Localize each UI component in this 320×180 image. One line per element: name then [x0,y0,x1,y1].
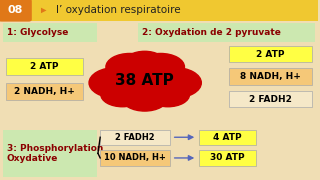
FancyBboxPatch shape [229,46,312,62]
Text: 30 ATP: 30 ATP [210,153,245,162]
FancyBboxPatch shape [6,58,83,75]
FancyBboxPatch shape [3,23,97,42]
FancyBboxPatch shape [0,0,32,22]
FancyBboxPatch shape [100,130,170,145]
Text: 3: Phosphorylation
Oxydative: 3: Phosphorylation Oxydative [7,144,103,163]
FancyBboxPatch shape [3,130,97,177]
Text: 2 ATP: 2 ATP [30,62,59,71]
FancyBboxPatch shape [138,23,315,42]
FancyBboxPatch shape [199,150,256,166]
FancyBboxPatch shape [6,83,83,100]
Text: 2 FADH2: 2 FADH2 [115,133,155,142]
Circle shape [122,85,168,111]
Circle shape [101,82,144,107]
FancyBboxPatch shape [229,68,312,85]
Text: 10 NADH, H+: 10 NADH, H+ [104,153,166,162]
FancyBboxPatch shape [0,0,318,21]
Text: 38 ATP: 38 ATP [115,73,174,88]
Text: 2 ATP: 2 ATP [256,50,284,59]
Text: l’ oxydation respiratoire: l’ oxydation respiratoire [56,5,180,15]
Circle shape [89,68,143,98]
Text: 08: 08 [8,5,23,15]
FancyBboxPatch shape [229,91,312,107]
Text: 4 ATP: 4 ATP [213,133,242,142]
Circle shape [137,53,184,80]
Circle shape [146,82,189,107]
Text: 2: Oxydation de 2 pyruvate: 2: Oxydation de 2 pyruvate [142,28,281,37]
Text: 2 FADH2: 2 FADH2 [249,94,292,103]
Circle shape [124,51,165,75]
Text: 8 NADH, H+: 8 NADH, H+ [240,72,301,81]
Circle shape [147,68,201,98]
Text: 2 NADH, H+: 2 NADH, H+ [14,87,75,96]
Circle shape [108,58,181,99]
Text: 1: Glycolyse: 1: Glycolyse [7,28,68,37]
FancyBboxPatch shape [199,130,256,145]
Circle shape [106,53,154,80]
FancyBboxPatch shape [100,150,170,166]
